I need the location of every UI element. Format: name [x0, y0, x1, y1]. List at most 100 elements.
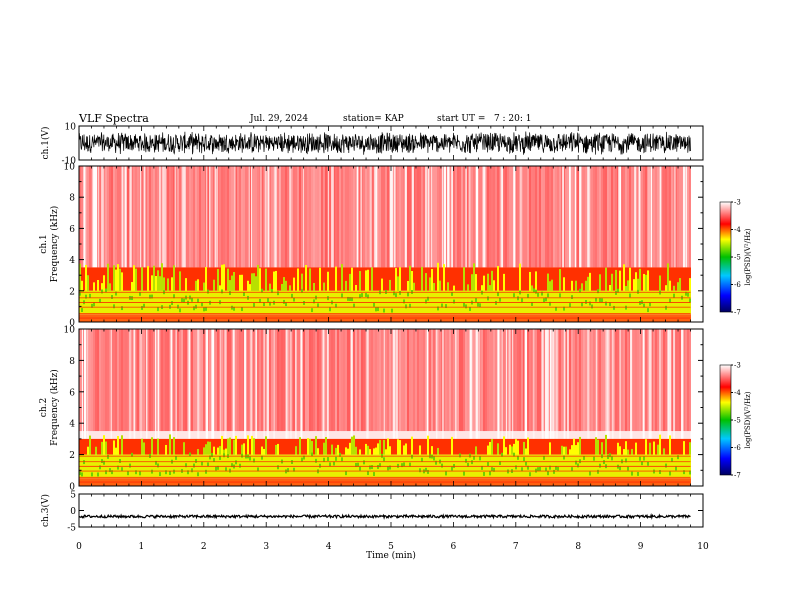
spectrogram-cell: [539, 267, 541, 291]
spectrogram-column: [323, 166, 325, 268]
spectrogram-column: [265, 329, 267, 432]
spectrogram-column: [419, 166, 421, 268]
spectrogram-column: [417, 329, 419, 432]
spectrogram-cell: [171, 301, 173, 306]
spectrogram-cell: [339, 267, 341, 291]
spectrogram-column: [117, 329, 119, 432]
spectrogram-streak: [441, 166, 443, 288]
spectrogram-streak: [375, 166, 378, 288]
spectrogram-cell: [409, 303, 411, 308]
x-tick-label: 6: [451, 542, 457, 552]
spectrogram-column: [173, 329, 175, 432]
spectrogram-cell: [531, 302, 533, 306]
spectrogram-cell: [191, 297, 193, 302]
spectrogram-cell: [93, 302, 95, 307]
spectrogram-column: [161, 329, 163, 432]
spectrogram-column: [119, 329, 121, 432]
spectrogram-column: [683, 329, 685, 432]
spectrogram-streak: [300, 329, 303, 452]
spectrogram-cell: [81, 308, 83, 312]
spectrogram-cell: [431, 446, 433, 455]
spectrogram-column: [437, 329, 439, 432]
spectrogram-cell: [363, 460, 365, 465]
spectrogram-cell: [131, 438, 133, 455]
spectrogram-column: [97, 329, 99, 432]
spectrogram-column: [601, 166, 603, 268]
spectrogram-column: [387, 329, 389, 432]
spectrogram-column: [625, 329, 627, 432]
spectrogram-streak: [146, 329, 148, 452]
spectrogram-cell: [467, 267, 469, 291]
spectrogram-cell: [195, 304, 197, 309]
spectrogram-column: [305, 329, 307, 432]
spectrogram-cell: [337, 267, 339, 291]
spectrogram-cell: [615, 269, 617, 291]
spectrogram-cell: [461, 267, 463, 291]
spectrogram-cell: [535, 271, 537, 291]
spectrogram-column: [553, 166, 555, 268]
spectrogram-column: [341, 329, 343, 432]
spectrogram-cell: [85, 438, 87, 455]
spectrogram-cell: [687, 292, 689, 297]
ch1-colorbar-tick-label: -4: [734, 226, 741, 234]
spectrogram-cell: [89, 435, 91, 455]
spectrogram-cell: [531, 285, 533, 291]
spectrogram-cell: [323, 457, 325, 462]
spectrogram-column: [577, 329, 579, 432]
spectrogram-column: [297, 329, 299, 432]
spectrogram-column: [685, 329, 687, 432]
spectrogram-streak: [209, 166, 211, 288]
spectrogram-column: [315, 329, 317, 432]
spectrogram-column: [403, 329, 405, 432]
spectrogram-cell: [439, 267, 441, 291]
spectrogram-cell: [195, 280, 197, 291]
spectrogram-column: [261, 166, 263, 268]
spectrogram-streak: [322, 329, 325, 452]
spectrogram-column: [655, 329, 657, 432]
spectrogram-cell: [97, 279, 99, 291]
spectrogram-cell: [571, 280, 573, 291]
spectrogram-cell: [315, 436, 317, 455]
spectrogram-column: [309, 166, 311, 268]
spectrogram-cell: [117, 465, 119, 470]
spectrogram-cell: [271, 267, 273, 291]
spectrogram-column: [539, 329, 541, 432]
spectrogram-cell: [283, 438, 285, 455]
spectrogram-column: [397, 166, 399, 268]
spectrogram-column: [687, 329, 689, 432]
spectrogram-cell: [433, 267, 435, 291]
ch2-colorbar-tick-label: -7: [734, 472, 741, 480]
spectrogram-cell: [583, 267, 585, 291]
spectrogram-cell: [285, 280, 287, 291]
spectrogram-cell: [519, 438, 521, 455]
spectrogram-streak: [211, 329, 214, 452]
spectrogram-cell: [407, 280, 409, 291]
spectrogram-cell: [101, 267, 103, 291]
spectrogram-cell: [157, 463, 159, 468]
spectrogram-column: [235, 166, 237, 268]
spectrogram-cell: [625, 458, 627, 463]
spectrogram-cell: [369, 438, 371, 455]
spectrogram-cell: [301, 273, 303, 291]
spectrogram-column: [195, 166, 197, 268]
spectrogram-column: [247, 166, 249, 268]
spectrogram-cell: [129, 267, 131, 291]
spectrogram-cell: [399, 290, 401, 295]
spectrogram-column: [513, 329, 515, 432]
spectrogram-streak: [121, 166, 124, 288]
spectrogram-cell: [545, 467, 547, 472]
spectrogram-column: [193, 166, 195, 268]
spectrogram-cell: [207, 441, 209, 455]
spectrogram-streak: [243, 329, 246, 452]
spectrogram-cell: [165, 470, 167, 475]
spectrogram-cell: [259, 298, 261, 303]
spectrogram-cell: [179, 271, 181, 291]
spectrogram-column: [173, 166, 175, 268]
spectrogram-cell: [301, 438, 303, 455]
spectrogram-cell: [303, 301, 305, 305]
spectrogram-cell: [487, 296, 489, 301]
spectrogram-cell: [323, 442, 325, 455]
spectrogram-cell: [633, 279, 635, 291]
spectrogram-cell: [489, 285, 491, 291]
spectrogram-cell: [557, 267, 559, 291]
